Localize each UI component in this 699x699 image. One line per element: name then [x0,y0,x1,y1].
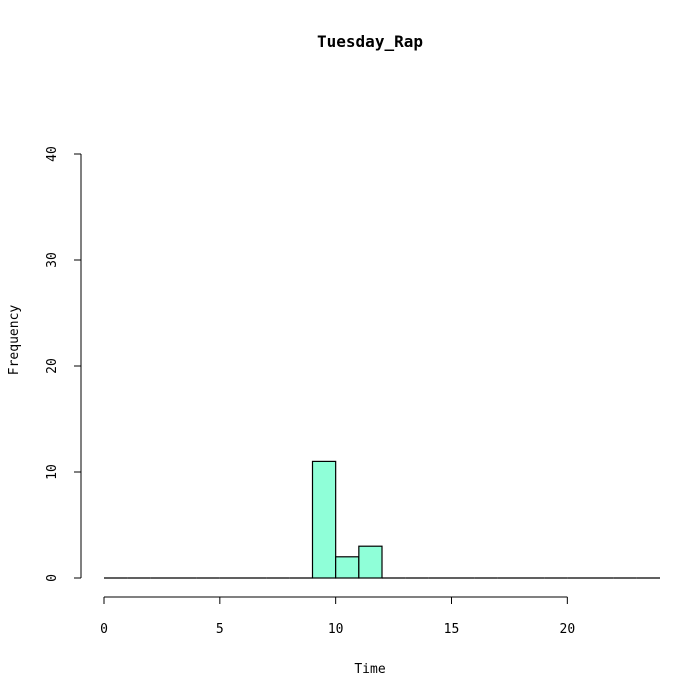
histogram-bar [358,545,383,579]
x-tick-label: 20 [560,622,576,637]
x-axis-label: Time [354,662,385,677]
histogram-bar [335,556,360,579]
y-tick-label: 10 [45,464,60,480]
y-axis-label: Frequency [7,305,22,376]
y-tick-label: 30 [45,252,60,268]
chart-title: Tuesday_Rap [317,32,423,51]
y-tick-label: 20 [45,358,60,374]
y-axis: 0 10 20 30 40 [45,146,82,582]
x-axis: 0 5 10 15 20 [100,596,576,637]
y-tick-label: 0 [45,574,60,582]
x-tick-label: 0 [100,622,108,637]
y-tick-label: 40 [45,146,60,162]
x-tick-label: 15 [444,622,460,637]
x-tick-label: 10 [328,622,344,637]
histogram-bar [311,460,337,579]
x-tick-label: 5 [216,622,224,637]
bars-group [104,460,660,579]
